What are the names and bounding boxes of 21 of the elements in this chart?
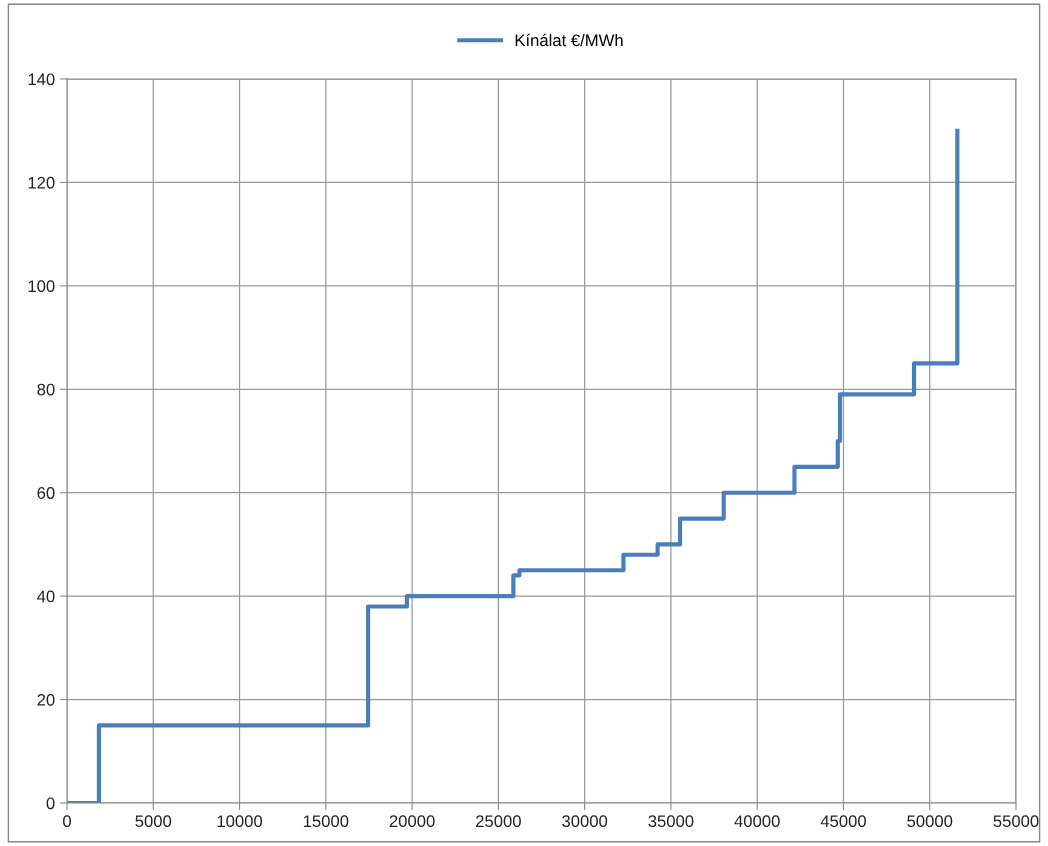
x-tick-label: 5000: [135, 815, 172, 828]
x-tick-label: 10000: [217, 815, 263, 828]
x-tick-label: 20000: [389, 815, 435, 828]
y-tick-label: 120: [28, 176, 55, 189]
y-tick-label: 80: [37, 383, 55, 396]
y-tick-label: 100: [28, 280, 55, 293]
y-tick-label: 40: [37, 590, 55, 603]
x-tick-label: 25000: [476, 815, 521, 828]
legend-label: Kínálat €/MWh: [515, 33, 623, 47]
y-tick-label: 140: [28, 73, 55, 86]
x-tick-label: 55000: [993, 815, 1039, 828]
x-tick-label: 35000: [648, 815, 694, 828]
x-tick-label: 15000: [303, 815, 349, 828]
x-tick-label: 0: [63, 815, 71, 828]
x-tick-label: 45000: [820, 815, 866, 828]
x-tick-label: 50000: [907, 815, 953, 828]
y-tick-label: 0: [46, 797, 55, 810]
y-tick-label: 60: [37, 487, 55, 499]
y-tick-label: 20: [37, 693, 55, 706]
x-tick-label: 40000: [734, 815, 780, 828]
x-tick-label: 30000: [562, 815, 608, 828]
